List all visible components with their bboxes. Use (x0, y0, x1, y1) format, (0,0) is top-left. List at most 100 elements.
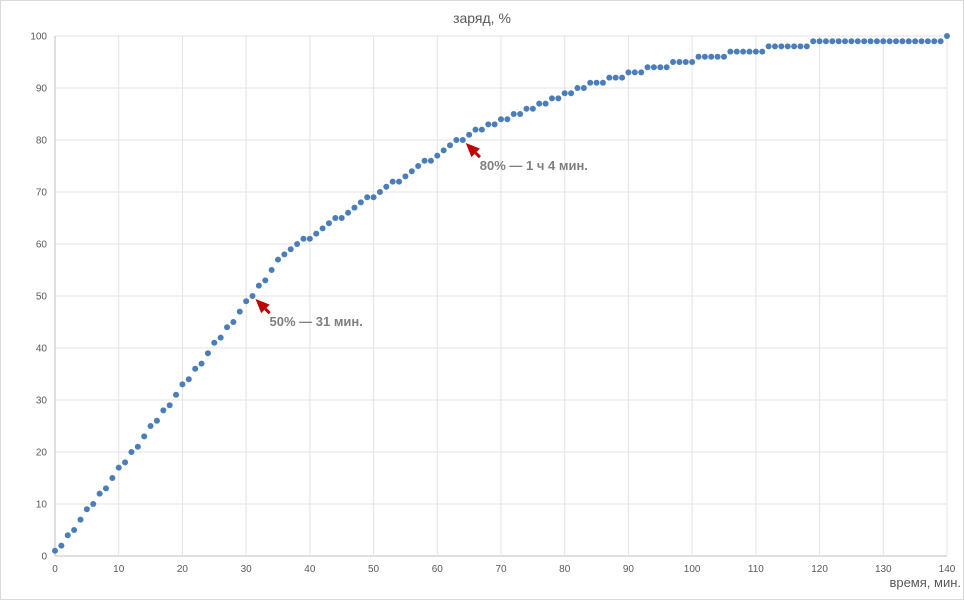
data-point (211, 339, 218, 346)
data-point (752, 48, 759, 55)
x-tick-label: 90 (623, 564, 635, 575)
data-point (650, 64, 657, 71)
data-point (141, 433, 148, 440)
data-point (459, 137, 466, 143)
data-point (122, 459, 129, 466)
data-point (376, 189, 383, 195)
data-point (179, 381, 186, 388)
data-point (733, 48, 740, 55)
data-point (230, 319, 237, 325)
data-point (657, 64, 664, 71)
x-tick-label: 60 (432, 564, 444, 575)
data-point (102, 485, 109, 492)
data-point (217, 334, 224, 341)
data-point (389, 178, 396, 185)
data-point (128, 449, 135, 455)
data-point (52, 547, 58, 554)
y-tick-label: 10 (36, 500, 48, 511)
data-point (542, 100, 549, 107)
x-tick-label: 0 (52, 564, 58, 575)
data-point (109, 475, 116, 481)
data-point (64, 532, 71, 539)
data-point (765, 43, 772, 50)
data-point (415, 163, 422, 169)
data-point (71, 527, 78, 533)
data-point (262, 277, 269, 284)
data-point (510, 111, 517, 117)
data-point (351, 204, 358, 211)
data-point (498, 116, 504, 123)
data-point (867, 38, 874, 45)
data-point (204, 350, 211, 357)
data-point (771, 43, 778, 50)
data-point (835, 38, 842, 45)
data-point (96, 490, 103, 497)
data-point (638, 69, 645, 76)
data-point (829, 38, 836, 45)
data-point (873, 38, 880, 45)
data-point (682, 59, 689, 65)
data-point (593, 79, 600, 86)
data-point (931, 38, 938, 45)
data-point (332, 215, 339, 221)
data-point (529, 105, 536, 112)
data-point (345, 209, 352, 216)
x-tick-label: 120 (811, 564, 828, 575)
x-tick-label: 30 (241, 564, 253, 575)
annotation-arrow-icon (255, 299, 270, 314)
y-tick-label: 20 (36, 448, 48, 459)
data-point (599, 79, 606, 86)
data-point (612, 74, 619, 81)
chart-title: заряд, % (453, 10, 511, 26)
data-point (447, 142, 454, 149)
data-point (485, 121, 492, 128)
data-point (90, 501, 97, 507)
data-point (727, 48, 734, 55)
data-point (778, 43, 785, 50)
data-point (236, 308, 243, 315)
data-point (243, 298, 250, 305)
data-point (83, 506, 90, 513)
data-point (880, 38, 887, 45)
data-point (701, 53, 708, 60)
data-point (383, 183, 390, 190)
x-tick-label: 40 (304, 564, 316, 575)
grid (54, 35, 948, 557)
y-tick-label: 80 (36, 136, 48, 147)
data-point (918, 38, 925, 45)
data-point (689, 59, 696, 65)
data-point (370, 194, 377, 201)
data-point (147, 423, 154, 429)
x-tick-label: 20 (177, 564, 189, 575)
y-tick-label: 60 (36, 240, 48, 251)
y-tick-labels: 0 10 20 30 40 50 60 70 80 90 100 (30, 32, 47, 563)
data-point (791, 43, 798, 50)
data-point (861, 38, 868, 45)
data-point (504, 116, 511, 123)
data-point (306, 235, 313, 242)
y-tick-label: 70 (36, 188, 48, 199)
data-point (568, 90, 575, 97)
data-point (224, 324, 231, 331)
data-point (466, 131, 473, 138)
data-point (848, 38, 855, 45)
annotation-label: 50% — 31 мин. (270, 314, 363, 329)
data-point (905, 38, 912, 45)
y-tick-label: 90 (36, 84, 48, 95)
x-tick-label: 110 (748, 564, 764, 575)
x-tick-label: 130 (875, 564, 892, 575)
data-point (924, 38, 931, 45)
data-point (478, 126, 485, 133)
data-point (472, 126, 479, 133)
data-point (606, 74, 613, 81)
data-point (453, 137, 460, 143)
data-point (153, 417, 160, 424)
data-point (746, 48, 753, 55)
y-tick-label: 30 (36, 396, 48, 407)
data-point (574, 85, 581, 91)
data-point (434, 152, 441, 159)
data-point (319, 225, 326, 232)
data-point (364, 194, 371, 201)
